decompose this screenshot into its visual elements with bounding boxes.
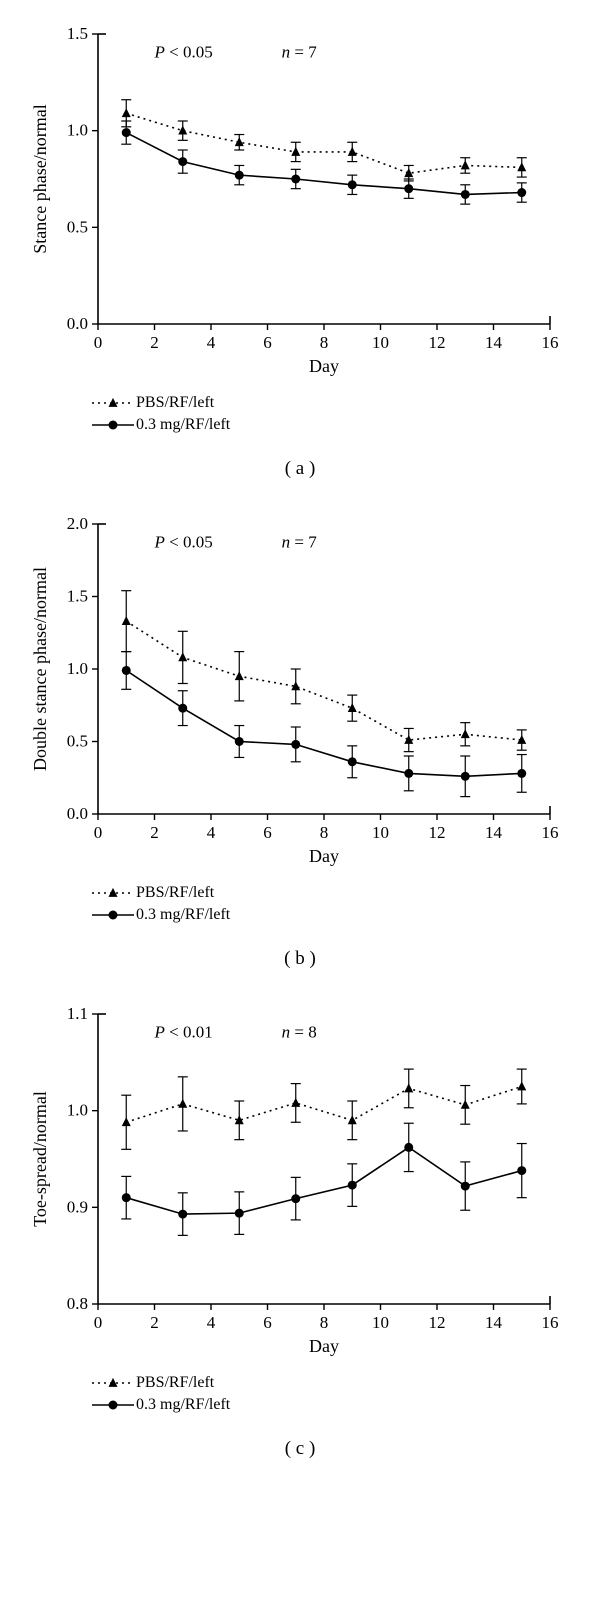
chart-b-caption: ( b ) <box>20 948 580 970</box>
legend-label-dose: 0.3 mg/RF/left <box>136 906 230 924</box>
svg-text:0.5: 0.5 <box>67 732 88 751</box>
legend-row-pbs: PBS/RF/left <box>90 1372 580 1394</box>
svg-text:10: 10 <box>372 823 389 842</box>
svg-text:1.0: 1.0 <box>67 659 88 678</box>
svg-text:12: 12 <box>429 823 446 842</box>
svg-text:6: 6 <box>263 823 272 842</box>
svg-text:0: 0 <box>94 333 103 352</box>
svg-text:P < 0.05: P < 0.05 <box>154 42 213 61</box>
legend: PBS/RF/left 0.3 mg/RF/left <box>90 392 580 436</box>
svg-text:14: 14 <box>485 333 503 352</box>
circle-icon <box>90 415 136 435</box>
svg-text:1.1: 1.1 <box>67 1004 88 1023</box>
svg-text:1.0: 1.0 <box>67 121 88 140</box>
triangle-icon <box>90 1373 136 1393</box>
svg-text:6: 6 <box>263 1313 272 1332</box>
legend-row-pbs: PBS/RF/left <box>90 392 580 414</box>
svg-text:n = 7: n = 7 <box>282 532 318 551</box>
svg-text:0.9: 0.9 <box>67 1197 88 1216</box>
legend-label-pbs: PBS/RF/left <box>136 394 214 412</box>
svg-text:0: 0 <box>94 823 103 842</box>
svg-text:8: 8 <box>320 823 329 842</box>
legend: PBS/RF/left 0.3 mg/RF/left <box>90 882 580 926</box>
svg-text:Day: Day <box>309 1336 339 1356</box>
svg-text:4: 4 <box>207 333 216 352</box>
legend-label-dose: 0.3 mg/RF/left <box>136 416 230 434</box>
chart-a-caption: ( a ) <box>20 458 580 480</box>
legend-row-pbs: PBS/RF/left <box>90 882 580 904</box>
svg-text:12: 12 <box>429 333 446 352</box>
svg-text:P < 0.01: P < 0.01 <box>154 1022 213 1041</box>
svg-text:16: 16 <box>542 333 559 352</box>
svg-text:16: 16 <box>542 823 559 842</box>
legend-row-dose: 0.3 mg/RF/left <box>90 1394 580 1416</box>
legend-row-dose: 0.3 mg/RF/left <box>90 414 580 436</box>
svg-text:Stance phase/normal: Stance phase/normal <box>30 104 50 253</box>
svg-text:P < 0.05: P < 0.05 <box>154 532 213 551</box>
svg-text:1.0: 1.0 <box>67 1101 88 1120</box>
chart-b: 0.0 0.5 1.0 1.5 2.0 0 2 4 6 8 10 12 14 16 Day Double st… <box>20 510 580 970</box>
legend-label-pbs: PBS/RF/left <box>136 884 214 902</box>
svg-text:16: 16 <box>542 1313 559 1332</box>
svg-text:n = 7: n = 7 <box>282 42 318 61</box>
svg-text:1.5: 1.5 <box>67 24 88 43</box>
svg-text:2: 2 <box>150 1313 159 1332</box>
svg-text:0: 0 <box>94 1313 103 1332</box>
svg-text:14: 14 <box>485 823 503 842</box>
svg-text:2.0: 2.0 <box>67 514 88 533</box>
triangle-icon <box>90 393 136 413</box>
legend: PBS/RF/left 0.3 mg/RF/left <box>90 1372 580 1416</box>
svg-text:0.5: 0.5 <box>67 217 88 236</box>
svg-text:Day: Day <box>309 356 339 376</box>
svg-text:0.0: 0.0 <box>67 314 88 333</box>
svg-text:Toe-spread/normal: Toe-spread/normal <box>30 1091 50 1227</box>
svg-text:14: 14 <box>485 1313 503 1332</box>
circle-icon <box>90 905 136 925</box>
svg-text:0.8: 0.8 <box>67 1294 88 1313</box>
svg-text:Double stance phase/normal: Double stance phase/normal <box>30 567 50 771</box>
chart-c: 0.8 0.9 1.0 1.1 0 2 4 6 8 10 12 14 16 Day Toe-spread/n… <box>20 1000 580 1460</box>
svg-text:10: 10 <box>372 1313 389 1332</box>
chart-a: 0.0 0.5 1.0 1.5 0 2 4 6 8 10 12 14 16 Day Stance phase… <box>20 20 580 480</box>
svg-text:8: 8 <box>320 333 329 352</box>
svg-text:1.5: 1.5 <box>67 587 88 606</box>
chart-a-plot: 0.0 0.5 1.0 1.5 0 2 4 6 8 10 12 14 16 Day Stance phase… <box>20 20 580 380</box>
svg-text:12: 12 <box>429 1313 446 1332</box>
chart-b-plot: 0.0 0.5 1.0 1.5 2.0 0 2 4 6 8 10 12 14 16 Day Double st… <box>20 510 580 870</box>
svg-text:4: 4 <box>207 823 216 842</box>
svg-text:6: 6 <box>263 333 272 352</box>
svg-text:Day: Day <box>309 846 339 866</box>
chart-c-caption: ( c ) <box>20 1438 580 1460</box>
legend-label-dose: 0.3 mg/RF/left <box>136 1396 230 1414</box>
svg-text:8: 8 <box>320 1313 329 1332</box>
legend-label-pbs: PBS/RF/left <box>136 1374 214 1392</box>
triangle-icon <box>90 883 136 903</box>
svg-text:10: 10 <box>372 333 389 352</box>
svg-text:2: 2 <box>150 823 159 842</box>
chart-c-plot: 0.8 0.9 1.0 1.1 0 2 4 6 8 10 12 14 16 Day Toe-spread/n… <box>20 1000 580 1360</box>
svg-text:4: 4 <box>207 1313 216 1332</box>
svg-text:n = 8: n = 8 <box>282 1022 317 1041</box>
circle-icon <box>90 1395 136 1415</box>
legend-row-dose: 0.3 mg/RF/left <box>90 904 580 926</box>
svg-text:0.0: 0.0 <box>67 804 88 823</box>
svg-text:2: 2 <box>150 333 159 352</box>
